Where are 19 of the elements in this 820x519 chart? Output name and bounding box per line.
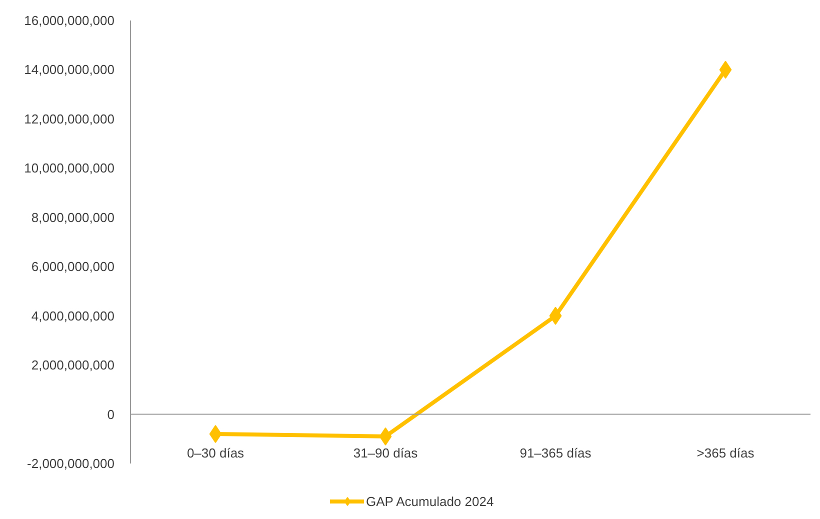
point [209, 424, 222, 443]
y-tick-label: 6,000,000,000 [31, 259, 115, 274]
y-tick-label: 14,000,000,000 [24, 62, 115, 78]
x-tick-label: 0–30 días [186, 445, 245, 460]
y-tick-label: 16,000,000,000 [24, 13, 115, 28]
y-tick-label: 8,000,000,000 [31, 210, 115, 225]
point [719, 60, 732, 79]
y-tick-label: 12,000,000,000 [24, 111, 115, 126]
point [379, 427, 392, 446]
x-tick-label: 91–365 días [520, 445, 592, 460]
legend-label: GAP Acumulado 2024 [366, 494, 494, 508]
y-tick-label: 4,000,000,000 [31, 308, 115, 324]
y-tick-label: -2,000,000,000 [27, 456, 115, 471]
y-tick-label: 10,000,000,000 [24, 160, 115, 176]
y-tick-label: 0 [107, 406, 115, 422]
point [549, 306, 562, 325]
y-tick-label: 2,000,000,000 [31, 358, 115, 373]
x-tick-label: 31–90 días [353, 445, 418, 460]
x-tick-label: >365 días [696, 445, 755, 460]
